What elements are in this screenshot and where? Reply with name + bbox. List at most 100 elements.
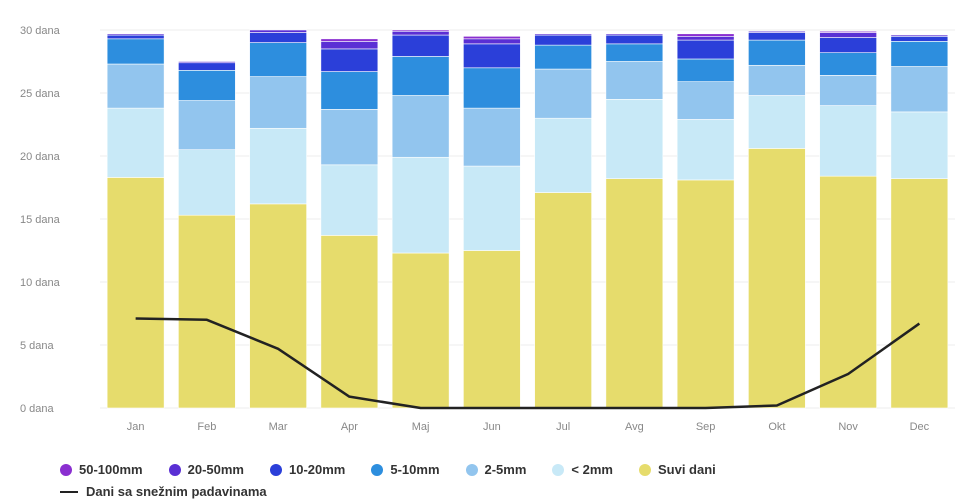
bar-segment (178, 149, 236, 216)
bar-segment (819, 30, 877, 33)
x-tick-label: Jul (556, 421, 570, 433)
bar-segment (249, 76, 307, 129)
bar-segment (463, 107, 521, 167)
bar-segment (534, 34, 592, 46)
bar-segment (534, 117, 592, 193)
y-tick-label: 0 dana (20, 403, 55, 415)
legend-label: 5-10mm (390, 462, 440, 477)
bar-segment (320, 109, 379, 166)
y-tick-label: 25 dana (20, 88, 61, 100)
bar-segment (106, 63, 165, 109)
bar-segment (106, 33, 165, 36)
legend-item[interactable]: 2-5mm (465, 462, 527, 477)
chart-svg: 0 dana 5 dana 10 dana 15 dana 20 dana 25 dana… (20, 25, 955, 433)
bar-segment (391, 29, 450, 32)
bar-segment (249, 203, 307, 409)
legend-label: 2-5mm (484, 462, 527, 477)
bar-segment (890, 66, 949, 113)
x-tick-label: Sep (696, 421, 716, 433)
bar-segment (890, 111, 949, 179)
bar-segment (178, 214, 236, 409)
bar-segment (819, 37, 877, 53)
bar-segment (676, 39, 735, 60)
legend: 50-100mm 20-50mm 10-20mm 5-10mm 2-5mm < 2mm Su… (60, 462, 950, 502)
bar-segment (819, 175, 877, 409)
bar-segment (391, 34, 450, 57)
legend-item[interactable]: 10-20mm (269, 462, 346, 477)
bar-segment (819, 52, 877, 76)
bar-segment (534, 68, 592, 119)
bar-segment (890, 35, 949, 42)
legend-item[interactable]: Dani sa snežnim padavinama (60, 484, 267, 499)
legend-swatch (269, 463, 282, 476)
bar-segment (605, 61, 664, 100)
bar-segment (605, 33, 664, 36)
bar-segment (605, 99, 664, 179)
x-tick-label: Jun (483, 421, 501, 433)
bar-segment (178, 61, 236, 64)
bar-segment (391, 95, 450, 158)
legend-swatch (465, 463, 478, 476)
bar-segment (676, 58, 735, 82)
legend-line-swatch (60, 490, 78, 493)
bar-segment (320, 235, 379, 409)
y-tick-label: 10 dana (20, 277, 61, 289)
bar-segment (320, 38, 379, 42)
bar-segment (676, 179, 735, 409)
bar-segment (249, 29, 307, 33)
bar-segment (534, 44, 592, 70)
legend-label: 50-100mm (79, 462, 143, 477)
legend-row: Dani sa snežnim padavinama (60, 484, 293, 499)
bar-segment (748, 30, 806, 33)
bar-segment (676, 119, 735, 181)
bar-segment (249, 32, 307, 43)
bar-segment (819, 105, 877, 177)
legend-item[interactable]: 20-50mm (168, 462, 244, 477)
x-tick-label: Jan (127, 421, 145, 433)
bar-segment (748, 64, 806, 96)
legend-swatch (638, 463, 651, 476)
legend-item[interactable]: 50-100mm (60, 462, 143, 477)
bar-segment (391, 252, 450, 409)
bar-segment (748, 32, 806, 41)
bar-segment (890, 34, 949, 37)
bar-segment (463, 165, 521, 251)
legend-swatch (168, 463, 181, 476)
bar-segment (320, 164, 379, 236)
legend-item[interactable]: Suvi dani (638, 462, 716, 477)
bar-segment (676, 33, 735, 37)
bar-segment (391, 156, 450, 254)
legend-swatch (60, 463, 72, 476)
legend-label: Dani sa snežnim padavinama (86, 484, 267, 499)
bar-segment (676, 81, 735, 120)
bar-segment (605, 178, 664, 409)
legend-label: 20-50mm (187, 462, 244, 477)
bar-segment (106, 38, 165, 65)
y-tick-label: 5 dana (20, 340, 55, 352)
bar-segment (106, 107, 165, 178)
bar-segment (748, 39, 806, 66)
x-tick-label: Mar (269, 421, 288, 433)
legend-row: 50-100mm 20-50mm 10-20mm 5-10mm 2-5mm < 2mm Su… (60, 462, 742, 477)
legend-label: 10-20mm (288, 462, 346, 477)
bar-segment (890, 41, 949, 67)
bar-segment (249, 42, 307, 77)
legend-item[interactable]: < 2mm (552, 462, 613, 477)
bar-segment (534, 33, 592, 36)
bar-segment (676, 35, 735, 41)
bar-segment (106, 177, 165, 409)
bar-segment (320, 48, 379, 72)
bar-segment (463, 67, 521, 109)
legend-item[interactable]: 5-10mm (371, 462, 440, 477)
bar-segment (748, 148, 806, 409)
y-tick-label: 30 dana (20, 25, 61, 37)
bar-segment (463, 43, 521, 69)
bar-segment (178, 70, 236, 101)
x-tick-label: Okt (768, 421, 785, 433)
bar-segment (249, 127, 307, 205)
bar-segment (391, 30, 450, 36)
legend-label: < 2mm (571, 462, 613, 477)
snow-days-line (135, 317, 921, 410)
bar-segment (320, 41, 379, 50)
